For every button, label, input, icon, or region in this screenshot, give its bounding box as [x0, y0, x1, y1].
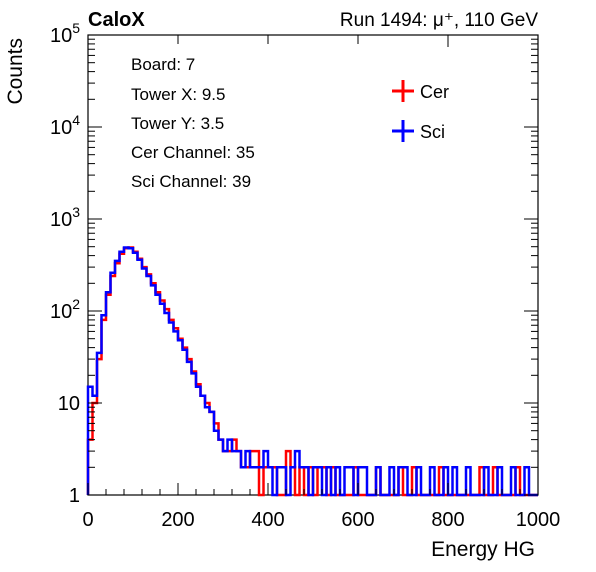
info-tower-y: Tower Y: 3.5	[131, 114, 224, 133]
x-tick-label: 600	[341, 509, 374, 531]
run-info-label: Run 1494: μ⁺, 110 GeV	[340, 10, 538, 31]
y-tick-label: 105	[50, 20, 80, 47]
experiment-label: CaloX	[88, 9, 145, 31]
y-tick-label: 10	[58, 393, 80, 415]
series-line-sci	[86, 246, 538, 497]
info-box	[122, 44, 360, 204]
axes: 0 200 400 600 800 1000 1 10 102 103 104 105	[50, 20, 560, 531]
info-sci-channel: Sci Channel: 39	[131, 172, 251, 191]
data-series	[86, 246, 538, 497]
y-tick-label: 102	[50, 296, 80, 323]
y-tick-label: 103	[50, 204, 80, 231]
x-tick-label: 200	[161, 509, 194, 531]
y-axis-title: Counts	[4, 38, 27, 105]
x-tick-label: 800	[431, 509, 464, 531]
x-axis-title: Energy HG	[431, 538, 535, 561]
legend: Cer Sci	[392, 80, 449, 142]
legend-marker-cer	[392, 80, 414, 102]
y-tick-label: 104	[50, 112, 80, 139]
x-tick-label: 1000	[516, 509, 561, 531]
legend-label-sci: Sci	[420, 122, 445, 142]
x-tick-label: 400	[251, 509, 284, 531]
info-cer-channel: Cer Channel: 35	[131, 143, 255, 162]
legend-label-cer: Cer	[420, 82, 449, 102]
x-tick-label: 0	[82, 509, 93, 531]
y-tick-label: 1	[69, 485, 80, 507]
info-board: Board: 7	[131, 55, 195, 74]
info-tower-x: Tower X: 9.5	[131, 85, 226, 104]
legend-marker-sci	[392, 120, 414, 142]
